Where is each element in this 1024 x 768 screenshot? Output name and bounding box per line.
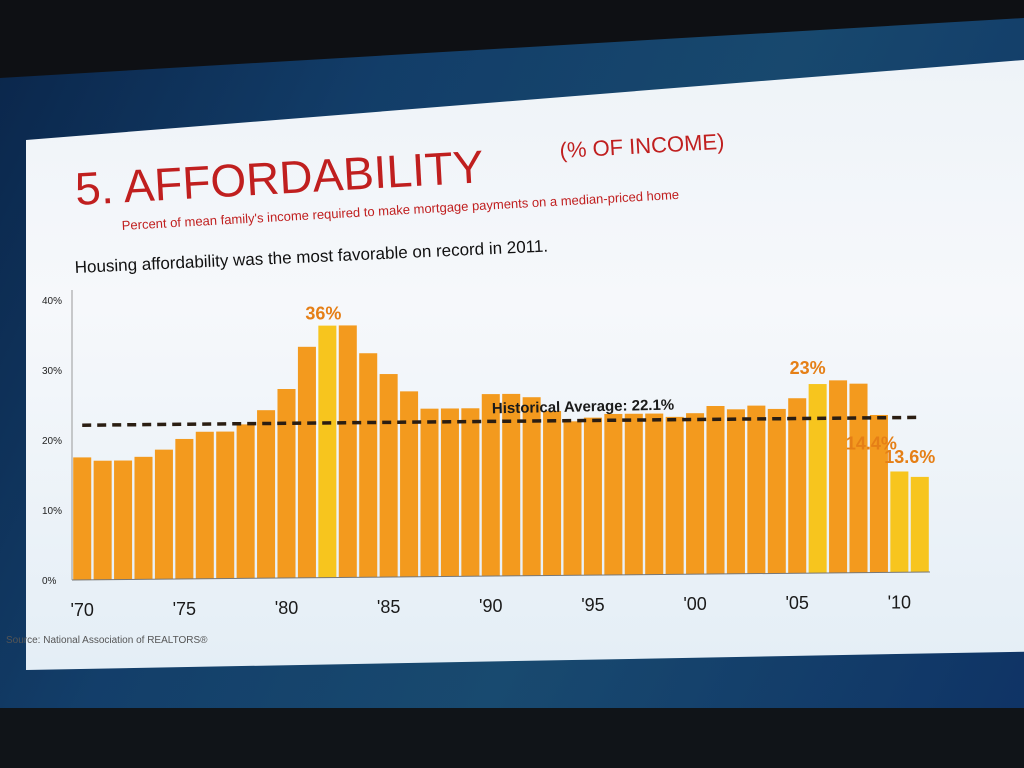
bar-1991 xyxy=(502,393,521,576)
bar-1989 xyxy=(461,408,480,577)
bar-1974 xyxy=(154,449,173,580)
x-tick-label: '75 xyxy=(173,599,196,619)
bar-2004 xyxy=(767,408,786,574)
bar-2007 xyxy=(829,380,848,573)
bar-1983 xyxy=(338,325,357,578)
data-label-2010: 14.4% xyxy=(846,433,897,453)
bar-1981 xyxy=(297,346,316,578)
bar-2002 xyxy=(726,409,745,574)
slide-title-note: (% OF INCOME) xyxy=(559,129,725,163)
bar-1986 xyxy=(400,391,419,577)
bar-2005 xyxy=(788,398,807,574)
bar-1997 xyxy=(624,413,643,575)
bar-1994 xyxy=(563,421,582,576)
bar-1988 xyxy=(440,408,459,577)
slide-headline: Housing affordability was the most favor… xyxy=(74,237,548,277)
bar-1995 xyxy=(583,417,602,576)
bar-1987 xyxy=(420,408,439,577)
data-label-2006: 23% xyxy=(790,358,826,378)
bar-1985 xyxy=(379,374,398,578)
bar-1973 xyxy=(134,456,153,580)
bar-1993 xyxy=(543,411,562,576)
x-tick-label: '90 xyxy=(479,596,502,616)
bar-2001 xyxy=(706,406,725,574)
bar-2003 xyxy=(747,405,766,574)
bar-2011 xyxy=(910,476,929,573)
x-tick-label: '10 xyxy=(888,592,911,612)
source-note: Source: National Association of REALTORS… xyxy=(6,635,208,646)
historical-average-line xyxy=(82,415,920,427)
x-axis-line xyxy=(71,571,931,581)
data-label-1982: 36% xyxy=(305,304,341,324)
bar-1975 xyxy=(175,438,194,579)
plot-area: 0% 10% 20% 30% 40% Historical Average: 22.1% 3… xyxy=(42,290,935,620)
y-tick-label: 0% xyxy=(42,576,57,587)
bar-2009 xyxy=(869,414,888,573)
data-label-2011: 13.6% xyxy=(884,447,935,467)
x-tick-label: '95 xyxy=(581,595,604,615)
y-tick-label: 40% xyxy=(42,296,62,307)
bar-1992 xyxy=(522,397,541,576)
bar-1996 xyxy=(604,413,623,575)
bar-2010 xyxy=(890,471,909,573)
bar-1984 xyxy=(359,353,378,578)
bar-1980 xyxy=(277,389,296,578)
y-tick-label: 10% xyxy=(42,506,62,517)
bar-1990 xyxy=(481,394,500,577)
bar-1976 xyxy=(195,431,214,579)
bar-1978 xyxy=(236,424,255,579)
bar-2008 xyxy=(849,383,868,573)
bar-1972 xyxy=(114,460,133,580)
bar-1979 xyxy=(257,410,276,579)
x-tick-label: '80 xyxy=(275,598,298,618)
bar-1971 xyxy=(93,460,112,580)
bar-1982 xyxy=(318,325,337,578)
bar-2000 xyxy=(686,413,705,575)
x-tick-label: '85 xyxy=(377,597,400,617)
bar-1970 xyxy=(73,457,92,580)
x-tick-label: '05 xyxy=(785,593,808,613)
historical-average-label: Historical Average: 22.1% xyxy=(492,397,675,418)
y-tick-label: 20% xyxy=(42,436,62,447)
bar-1998 xyxy=(645,413,664,575)
y-tick-label: 30% xyxy=(42,366,62,377)
bar-1977 xyxy=(216,431,235,579)
x-tick-label: '70 xyxy=(70,600,93,620)
bar-1999 xyxy=(665,416,684,575)
x-tick-label: '00 xyxy=(683,594,706,614)
bar-2006 xyxy=(808,384,827,574)
